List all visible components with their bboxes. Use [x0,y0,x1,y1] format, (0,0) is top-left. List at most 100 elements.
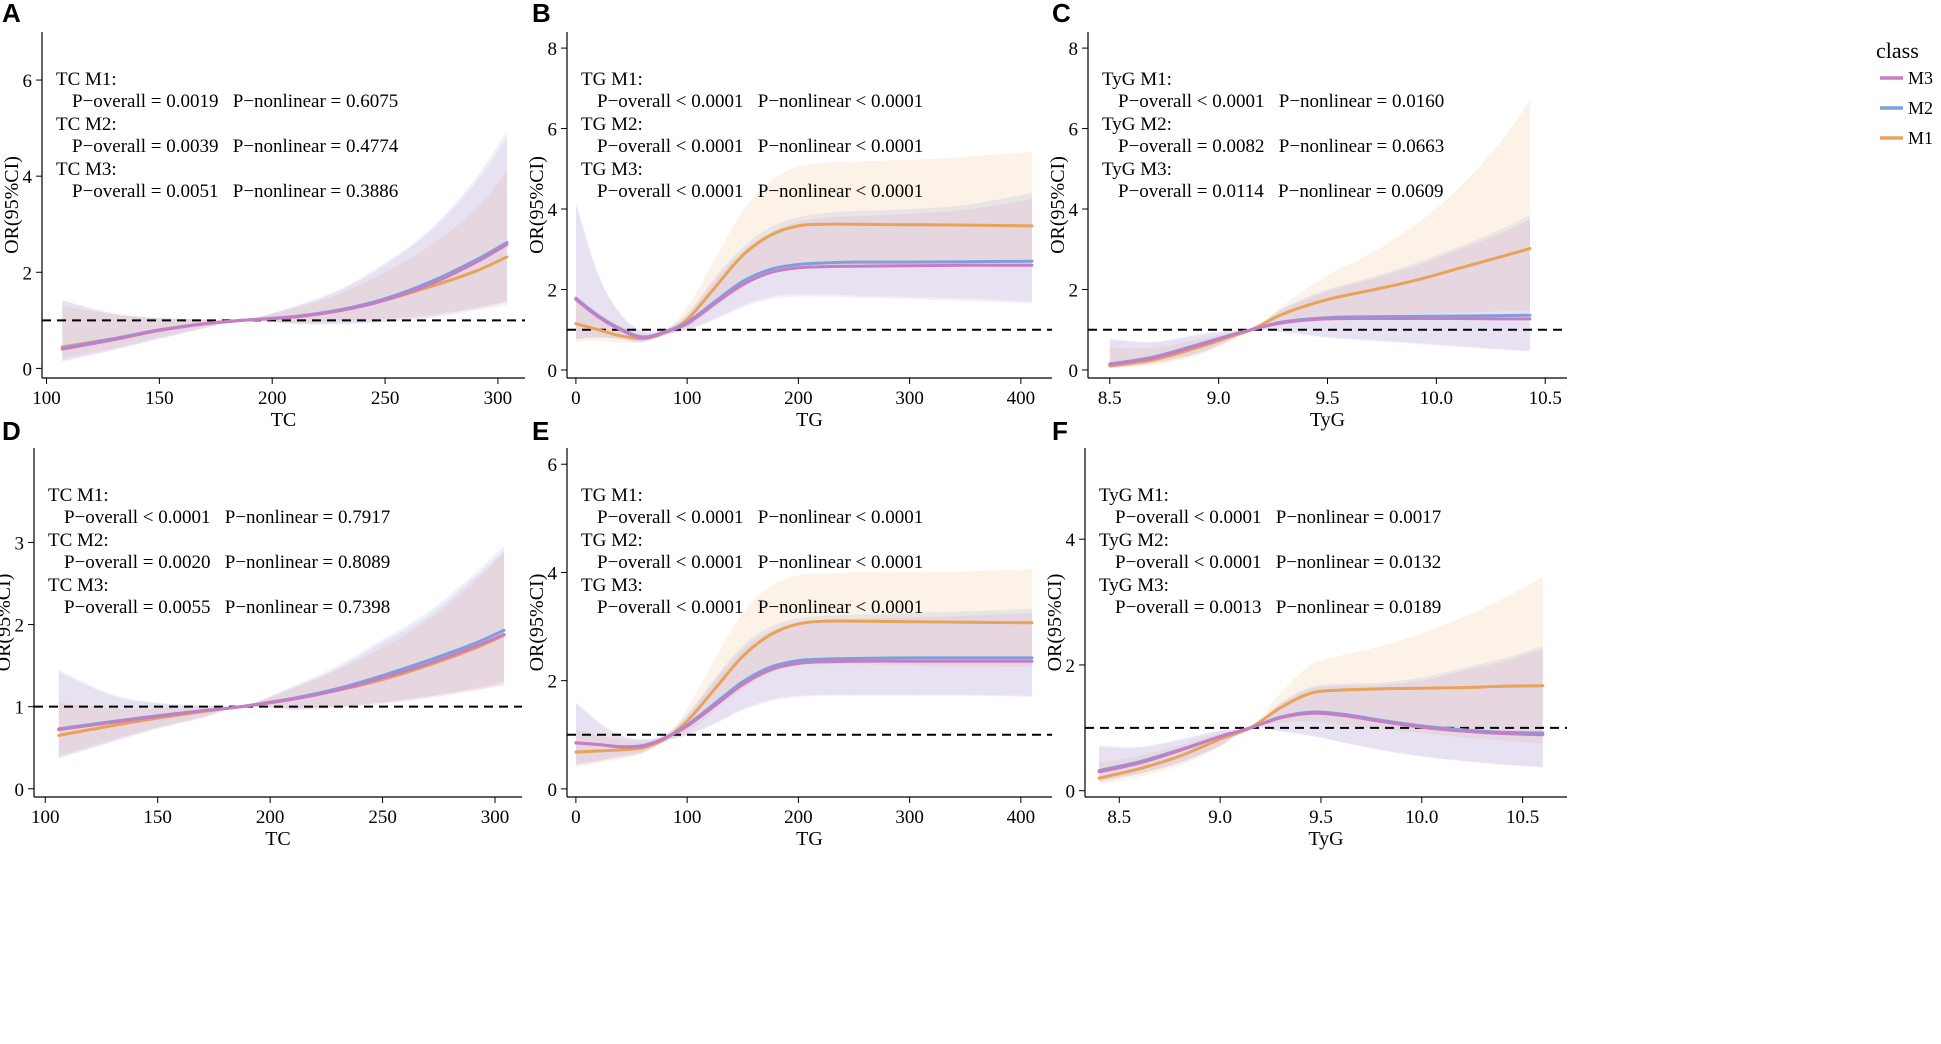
ci-band-m3 [62,137,507,362]
x-axis-label: TyG [1308,828,1343,850]
x-tick-label: 10.5 [1506,807,1539,828]
y-tick-label: 0 [23,359,33,380]
y-tick-label: 0 [15,780,25,801]
ci-band-m2 [58,545,504,758]
stat-p-values: P−overall < 0.0001 P−nonlinear = 0.0017 [1115,507,1441,528]
y-tick-label: 2 [548,672,558,693]
x-tick-label: 150 [143,807,172,828]
ci-band-m3 [575,613,1032,766]
y-tick-label: 0 [548,361,558,382]
stat-p-values: P−overall = 0.0055 P−nonlinear = 0.7398 [64,597,390,618]
stat-p-values: P−overall < 0.0001 P−nonlinear < 0.0001 [597,507,923,528]
panel-c: C 8.5 9.0 9.5 10.0 10.5 0 2 4 6 8 TyG OR(95%CI) TyG M… [1047,0,1567,431]
or-curve-m3 [574,659,1034,749]
x-axis-label: TyG [1310,409,1345,431]
y-tick-label: 4 [548,563,558,584]
y-axis-label: OR(95%CI) [1047,156,1069,254]
ci-band-m1 [1109,100,1530,368]
y-tick-label: 4 [1069,200,1079,221]
y-tick-label: 3 [15,533,25,554]
stat-p-values: P−overall < 0.0001 P−nonlinear < 0.0001 [597,181,923,202]
x-tick-label: 100 [32,388,61,409]
stat-p-values: P−overall = 0.0013 P−nonlinear = 0.0189 [1115,597,1441,618]
x-tick-label: 10.0 [1420,388,1453,409]
or-curve-m3 [60,242,509,351]
stat-model-label: TG M2: [581,530,643,551]
ci-band-m1 [575,151,1032,343]
ci-band-m3 [1109,219,1530,369]
ci-band-m3 [1099,649,1543,782]
y-tick-label: 1 [15,698,25,719]
x-tick-label: 200 [784,388,813,409]
stat-model-label: TG M1: [581,485,643,506]
x-tick-label: 8.5 [1107,807,1131,828]
x-tick-label: 10.0 [1405,807,1438,828]
y-tick-label: 0 [1069,361,1079,382]
stat-p-values: P−overall < 0.0001 P−nonlinear < 0.0001 [597,597,923,618]
x-tick-label: 400 [1007,807,1036,828]
y-tick-label: 2 [23,263,33,284]
legend: class M3 M2 M1 [1876,38,1933,148]
stat-p-values: P−overall < 0.0001 P−nonlinear = 0.0132 [1115,552,1441,573]
panel-letter: A [2,0,21,28]
or-curve-m1 [1108,247,1532,368]
y-tick-label: 4 [23,167,33,188]
panel-letter: D [2,416,21,446]
ci-band-m1 [62,171,507,358]
stat-p-values: P−overall < 0.0001 P−nonlinear < 0.0001 [597,91,923,112]
x-axis-label: TG [796,409,823,431]
stat-model-label: TC M1: [48,485,109,506]
y-tick-label: 6 [23,71,33,92]
x-tick-label: 9.0 [1208,807,1232,828]
ci-band-m2 [62,130,507,361]
x-tick-label: 100 [673,807,702,828]
stat-p-values: P−overall < 0.0001 P−nonlinear < 0.0001 [597,136,923,157]
or-curve-m3 [57,632,506,732]
stat-model-label: TyG M1: [1099,485,1169,506]
x-tick-label: 150 [145,388,174,409]
y-tick-label: 4 [1066,530,1076,551]
stat-p-values: P−overall = 0.0039 P−nonlinear = 0.4774 [72,136,399,157]
y-tick-label: 6 [548,120,558,141]
x-tick-label: 300 [484,388,513,409]
ci-band-m3 [575,199,1032,343]
stat-model-label: TyG M3: [1099,575,1169,596]
stat-p-values: P−overall = 0.0082 P−nonlinear = 0.0663 [1118,136,1444,157]
x-tick-label: 100 [31,807,60,828]
y-axis-label: OR(95%CI) [1,156,23,254]
stat-model-label: TC M2: [56,114,117,135]
or-curve-m1 [574,222,1034,341]
x-tick-label: 400 [1007,388,1036,409]
x-tick-label: 200 [784,807,813,828]
ci-band-m1 [58,552,504,756]
x-tick-label: 9.5 [1316,388,1340,409]
or-curve-m3 [1097,711,1545,774]
y-tick-label: 4 [548,200,558,221]
x-tick-label: 0 [571,807,581,828]
x-tick-label: 300 [481,807,510,828]
y-tick-label: 2 [1066,656,1076,677]
stat-p-values: P−overall = 0.0020 P−nonlinear = 0.8089 [64,552,390,573]
x-tick-label: 0 [571,388,581,409]
legend-label-m1: M1 [1908,128,1933,148]
stat-p-values: P−overall = 0.0051 P−nonlinear = 0.3886 [72,181,398,202]
x-tick-label: 300 [895,388,924,409]
stat-model-label: TC M2: [48,530,109,551]
stat-model-label: TG M2: [581,114,643,135]
x-tick-label: 9.0 [1207,388,1231,409]
or-curve-m1 [1097,684,1545,780]
or-curve-m3 [1108,316,1532,367]
y-tick-label: 2 [15,616,25,637]
legend-label-m3: M3 [1908,68,1933,88]
stat-model-label: TyG M2: [1099,530,1169,551]
ci-band-m3 [58,550,504,759]
legend-title: class [1876,38,1919,63]
x-tick-label: 8.5 [1098,388,1122,409]
x-tick-label: 250 [368,807,397,828]
stat-p-values: P−overall < 0.0001 P−nonlinear = 0.7917 [64,507,390,528]
x-tick-label: 9.5 [1309,807,1333,828]
x-tick-label: 200 [256,807,285,828]
stat-model-label: TG M3: [581,575,643,596]
